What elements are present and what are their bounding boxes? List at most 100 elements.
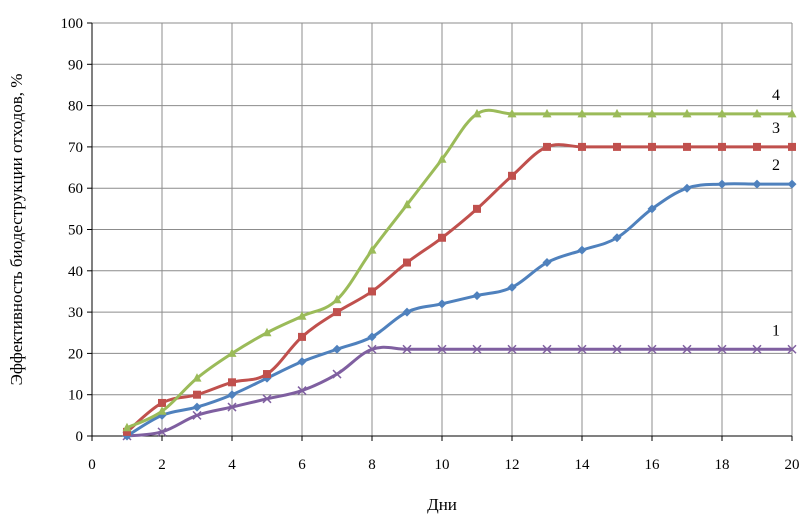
chart-series [122, 108, 797, 441]
series-4-point [787, 108, 797, 118]
series-1-point [192, 410, 202, 420]
series-1-point [262, 394, 272, 404]
series-2-point [227, 390, 237, 400]
series-2-line [126, 182, 792, 438]
series-2-point [472, 291, 482, 301]
series-labels: 1 2 3 4 [772, 87, 780, 339]
series-4-point [367, 245, 377, 254]
series-3-point [648, 142, 656, 151]
series-label-1: 1 [772, 322, 780, 339]
series-2-point [612, 233, 622, 243]
series-4-point [682, 108, 692, 118]
x-tick-label: 16 [645, 457, 661, 473]
series-3-point [613, 142, 621, 151]
series-1-point [612, 344, 622, 354]
x-tick-label: 6 [298, 457, 306, 473]
y-tick-label: 70 [68, 140, 83, 156]
series-1-point [542, 344, 552, 354]
series-4-point [647, 108, 657, 118]
series-4-point [752, 108, 762, 118]
x-tick-label: 2 [158, 457, 166, 473]
series-2-point [297, 357, 307, 367]
series-3-point [333, 308, 341, 317]
series-1-point [787, 344, 797, 354]
series-3-point [193, 390, 201, 399]
series-1 [122, 344, 797, 441]
series-3-point [543, 142, 551, 151]
y-tick-label: 100 [61, 16, 84, 32]
series-1-point [332, 369, 342, 379]
series-label-4: 4 [772, 87, 780, 104]
series-4-point [542, 108, 552, 118]
series-2-point [507, 282, 517, 292]
series-1-point [227, 402, 237, 412]
series-3-point [228, 378, 236, 387]
series-4-point [122, 422, 132, 432]
series-3-point [263, 370, 271, 379]
y-tick-label: 20 [68, 346, 83, 362]
series-2-point [367, 332, 377, 342]
series-3-point [438, 233, 446, 242]
series-3-point [368, 287, 376, 296]
series-1-point [367, 344, 377, 354]
y-tick-label: 80 [68, 99, 83, 115]
series-2-point [437, 299, 447, 309]
series-2-point [647, 204, 657, 214]
x-tick-label: 0 [88, 457, 96, 473]
series-1-line [126, 345, 792, 438]
x-tick-label: 4 [228, 457, 236, 473]
series-4-point [717, 108, 727, 118]
x-tick-label: 20 [785, 457, 800, 473]
series-4-point [612, 108, 622, 118]
series-3-point [788, 142, 796, 151]
x-tick-label: 12 [505, 457, 520, 473]
series-3-point [158, 398, 166, 407]
series-4-point [472, 108, 482, 118]
series-4-point [262, 327, 272, 337]
series-1-point [577, 344, 587, 354]
series-1-point [717, 344, 727, 354]
x-axis-title: Дни [427, 495, 457, 514]
series-label-3: 3 [772, 120, 780, 137]
series-4-point [297, 311, 307, 320]
series-2 [122, 179, 797, 441]
series-1-point [402, 344, 412, 354]
series-1-point [507, 344, 517, 354]
series-3-point [403, 258, 411, 267]
y-tick-label: 60 [68, 181, 83, 197]
chart-grid [92, 22, 793, 436]
series-3-point [123, 427, 131, 436]
series-4-point [227, 348, 237, 357]
series-2-point [682, 183, 692, 193]
series-4-point [157, 406, 167, 415]
series-2-point [402, 307, 412, 317]
series-3-point [683, 142, 691, 151]
series-4-point [437, 154, 447, 163]
series-4 [122, 108, 797, 432]
y-axis-title: Эффективность биодеструкции отходов, % [7, 74, 26, 386]
series-2-point [192, 402, 202, 412]
series-4-point [192, 373, 202, 382]
series-1-point [682, 344, 692, 354]
y-tick-label: 40 [68, 264, 83, 280]
series-4-line [126, 108, 792, 430]
y-tick-label: 90 [68, 57, 83, 73]
series-3-point [473, 204, 481, 213]
series-1-point [647, 344, 657, 354]
series-2-point [787, 179, 797, 189]
series-2-point [577, 245, 587, 255]
series-2-point [542, 258, 552, 268]
series-2-point [752, 179, 762, 189]
series-3-point [578, 142, 586, 151]
series-3-point [718, 142, 726, 151]
series-label-2: 2 [772, 157, 780, 174]
series-1-point [472, 344, 482, 354]
series-1-point [437, 344, 447, 354]
series-3-point [508, 171, 516, 180]
series-1-point [752, 344, 762, 354]
y-tick-label: 0 [76, 429, 84, 445]
series-3-point [753, 142, 761, 151]
series-2-point [717, 179, 727, 189]
series-3 [123, 142, 796, 436]
